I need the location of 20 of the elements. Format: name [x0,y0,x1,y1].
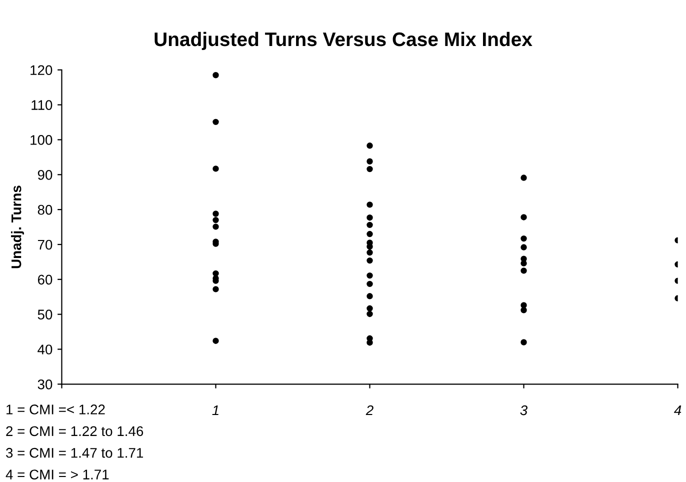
y-tick-label: 30 [38,379,52,390]
y-tick-label: 60 [38,274,52,285]
x-tick-label: 2 [366,405,374,416]
y-axis-title: Unadj. Turns [11,186,24,268]
y-tick-label: 90 [38,170,52,180]
text: 1 = CMI =< 1.22 [6,404,105,414]
y-tick-label: 70 [38,240,52,250]
y-tick-label: 120 [30,65,52,76]
y-tick-label: 80 [38,204,52,215]
text: 2 = CMI = 1.22 to 1.46 [6,426,144,436]
x-tick-label: 4 [674,405,682,416]
y-tick-label: 40 [38,344,52,354]
chart-title: Unadjusted Turns Versus Case Mix Index [154,32,532,50]
text: 4 = CMI = > 1.71 [6,470,109,480]
text: 3 = CMI = 1.47 to 1.71 [6,448,144,458]
x-tick-label: 3 [520,405,528,416]
y-tick-label: 110 [32,100,52,110]
y-tick-label: 50 [38,310,52,320]
y-tick-label: 100 [30,135,52,145]
x-tick-label: 1 [212,405,218,416]
